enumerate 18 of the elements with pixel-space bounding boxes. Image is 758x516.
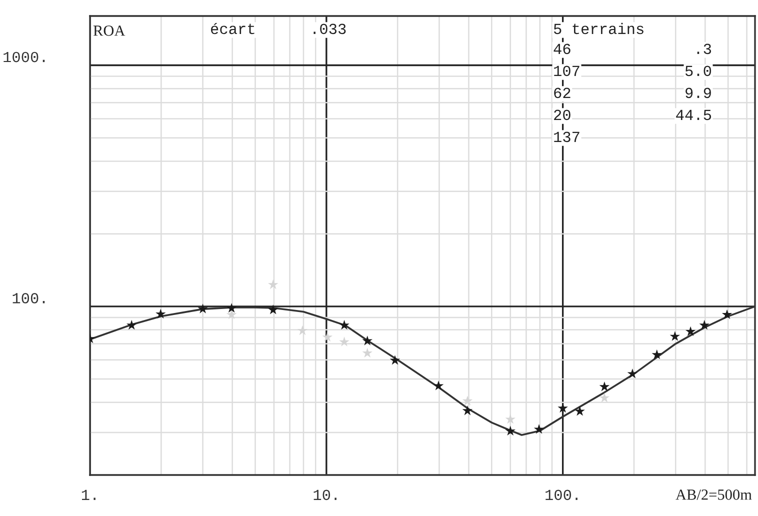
annotation: 20 <box>554 110 570 120</box>
annotation: 5.0 <box>685 66 712 76</box>
annotation: .033 <box>314 24 346 34</box>
annotation: 46 <box>554 44 570 54</box>
text: AB/2=500m <box>676 490 752 500</box>
annotation: 5 terrains <box>554 22 644 34</box>
x-tick-label: 1. <box>82 490 96 500</box>
annotation: 107 <box>554 66 580 76</box>
annotation: .3 <box>697 44 712 54</box>
annotation: 62 <box>554 88 570 98</box>
annotation: 137 <box>554 132 580 142</box>
y-axis-title: ROA <box>93 26 126 36</box>
x-tick-label: 100. <box>546 490 578 500</box>
annotation: écart <box>210 23 254 34</box>
annotation: 9.9 <box>686 88 711 98</box>
annotation: 44.5 <box>676 110 712 120</box>
x-tick-label: 10. <box>314 490 336 500</box>
y-tick-label: 1000. <box>4 52 45 62</box>
